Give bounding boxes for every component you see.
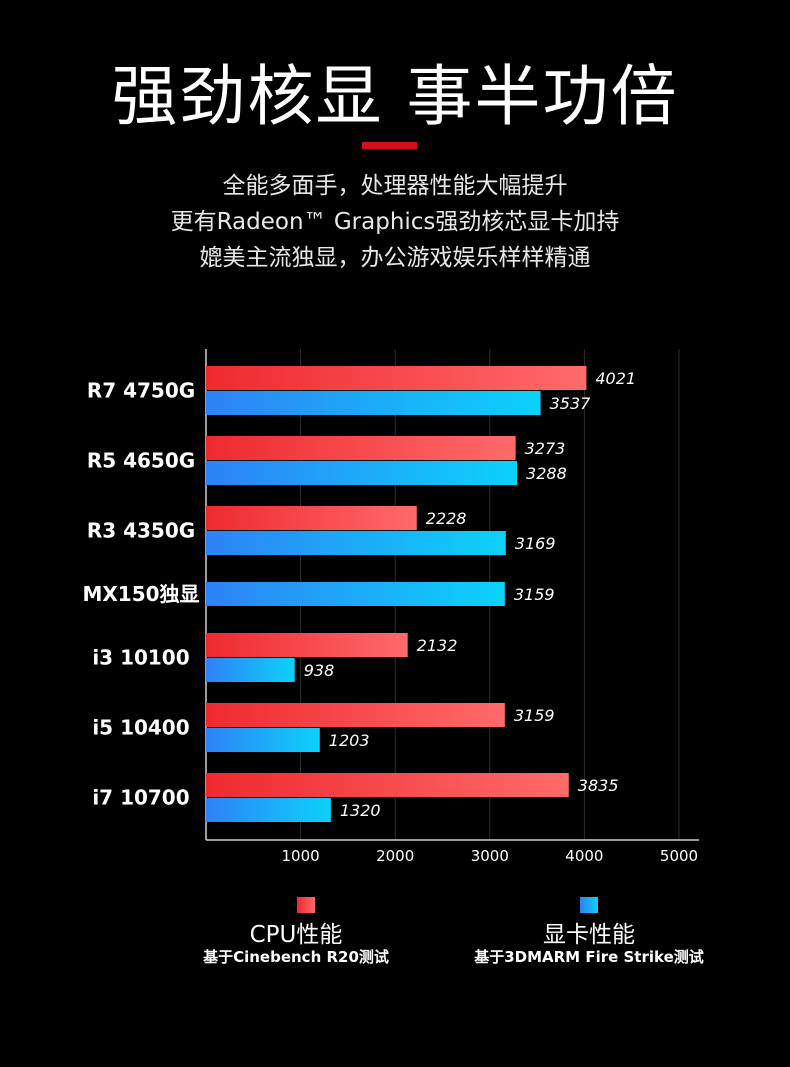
bar-gpu — [206, 531, 506, 555]
bar-cpu — [206, 633, 408, 657]
bar-gpu — [206, 798, 331, 822]
data-label-cpu: 2132 — [417, 636, 458, 655]
bar-cpu — [206, 506, 417, 530]
category-label: i3 10100 — [92, 646, 189, 670]
subtitle-line-1: 全能多面手，处理器性能大幅提升 — [222, 173, 568, 199]
legend-note-gpu: 基于3DMARM Fire Strike测试 — [474, 948, 704, 966]
category-label: MX150独显 — [82, 582, 199, 606]
data-label-gpu: 1320 — [340, 801, 381, 820]
data-label-cpu: 3835 — [578, 776, 619, 795]
bar-cpu — [206, 366, 587, 390]
category-label: R3 4350G — [87, 519, 195, 543]
legend-label-cpu: CPU性能 — [249, 922, 343, 948]
bar-cpu — [206, 773, 569, 797]
x-tick-label: 5000 — [660, 847, 698, 865]
x-tick-label: 4000 — [565, 847, 603, 865]
data-label-cpu: 3159 — [514, 706, 555, 725]
subtitle-line-2: 更有Radeon™ Graphics强劲核芯显卡加持 — [170, 209, 620, 235]
data-label-gpu: 3169 — [515, 534, 556, 553]
bar-gpu — [206, 728, 320, 752]
category-label: i7 10700 — [92, 786, 189, 810]
bar-gpu — [206, 391, 541, 415]
legend-swatch-cpu — [297, 897, 315, 913]
x-tick-label: 1000 — [282, 847, 320, 865]
x-tick-label: 2000 — [376, 847, 414, 865]
bar-gpu — [206, 461, 518, 485]
title-underline — [362, 142, 417, 149]
data-label-gpu: 1203 — [329, 731, 370, 750]
bar-cpu — [206, 703, 505, 727]
page-title: 强劲核显 事半功倍 — [111, 58, 679, 135]
bar-gpu — [206, 658, 295, 682]
category-label: R7 4750G — [87, 379, 195, 403]
data-label-gpu: 938 — [304, 661, 335, 680]
data-label-cpu: 4021 — [595, 369, 636, 388]
bar-gpu — [206, 582, 505, 606]
x-tick-label: 3000 — [471, 847, 509, 865]
category-label: R5 4650G — [87, 449, 195, 473]
subtitle-line-3: 媲美主流独显，办公游戏娱乐样样精通 — [199, 245, 591, 271]
data-label-cpu: 3273 — [525, 439, 566, 458]
data-label-gpu: 3159 — [514, 585, 555, 604]
data-label-cpu: 2228 — [426, 509, 467, 528]
data-label-gpu: 3537 — [550, 394, 592, 413]
bar-cpu — [206, 436, 516, 460]
legend-note-cpu: 基于Cinebench R20测试 — [203, 948, 389, 966]
data-label-gpu: 3288 — [526, 464, 567, 483]
legend-label-gpu: 显卡性能 — [543, 922, 635, 948]
legend-swatch-gpu — [580, 897, 598, 913]
category-label: i5 10400 — [92, 716, 189, 740]
